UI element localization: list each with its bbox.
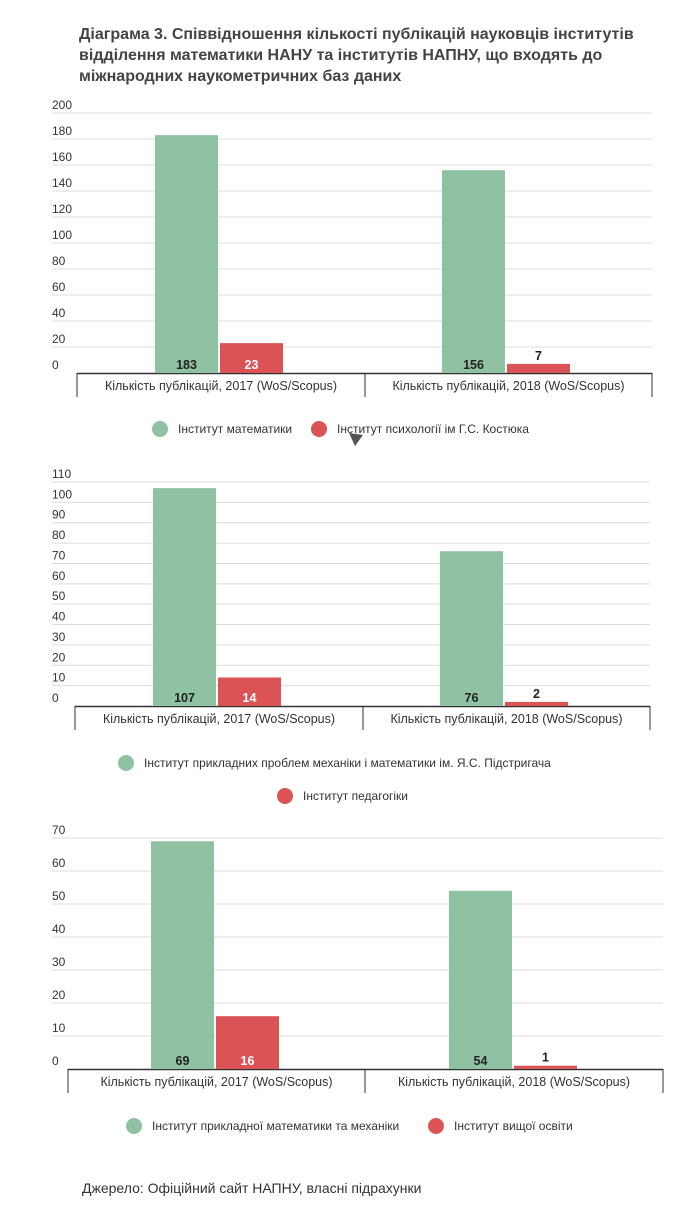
- y-tick-label: 30: [52, 955, 66, 969]
- data-label: 107: [174, 691, 195, 705]
- bar-chart-3: 0 10 20 30 40 50 60 70 Кількість публікацій, 201…: [52, 824, 664, 1093]
- source-note: Джерело: Офіційний сайт НАПНУ, власні пі…: [82, 1180, 422, 1196]
- legend-swatch-green: [152, 421, 168, 437]
- x-tick-label: Кількість публікацій, 2018 (WoS/Scopus): [392, 379, 624, 393]
- legend-label: Інститут прикладних проблем механіки і м…: [144, 756, 551, 770]
- bar: [449, 890, 512, 1069]
- legend-label: Інститут педагогіки: [303, 789, 408, 803]
- y-tick-label: 40: [52, 610, 66, 624]
- y-tick-label: 100: [52, 487, 72, 501]
- bar: [442, 170, 505, 373]
- y-tick-label: 0: [52, 1054, 59, 1068]
- legend-swatch-red: [311, 421, 327, 437]
- legend-label: Інститут прикладної математики та механі…: [152, 1119, 400, 1133]
- y-tick-label: 90: [52, 508, 66, 522]
- y-tick-label: 40: [52, 306, 66, 320]
- legend-item-green[interactable]: Інститут прикладної математики та механі…: [126, 1118, 399, 1134]
- y-tick-label: 60: [52, 856, 66, 870]
- x-tick-label: Кількість публікацій, 2018 (WoS/Scopus): [398, 1075, 630, 1089]
- x-tick-label: Кількість публікацій, 2017 (WoS/Scopus): [105, 379, 337, 393]
- bar: [220, 343, 283, 373]
- legend-label: Інститут вищої освіти: [454, 1119, 573, 1133]
- y-tick-label: 100: [52, 228, 72, 242]
- data-label: 1: [542, 1051, 549, 1065]
- y-tick-label: 110: [52, 467, 71, 481]
- y-tick-label: 80: [52, 528, 66, 542]
- bar: [155, 135, 218, 373]
- y-tick-label: 80: [52, 254, 66, 268]
- data-label: 54: [474, 1054, 488, 1068]
- legend-item-red[interactable]: Інститут педагогіки: [277, 788, 408, 804]
- y-tick-label: 30: [52, 630, 66, 644]
- bar: [151, 841, 214, 1069]
- y-tick-label: 140: [52, 176, 72, 190]
- data-label: 183: [176, 358, 197, 372]
- data-label: 156: [463, 358, 484, 372]
- x-tick-label: Кількість публікацій, 2017 (WoS/Scopus): [100, 1075, 332, 1089]
- y-tick-label: 200: [52, 100, 72, 112]
- y-tick-label: 0: [52, 691, 59, 705]
- y-tick-label: 40: [52, 922, 66, 936]
- data-label: 16: [241, 1054, 255, 1068]
- y-tick-label: 180: [52, 124, 72, 138]
- bar: [216, 1016, 279, 1069]
- legend-item-green[interactable]: Інститут математики: [152, 421, 292, 437]
- y-tick-label: 50: [52, 889, 66, 903]
- data-label: 23: [245, 358, 259, 372]
- bar: [514, 1065, 577, 1069]
- y-tick-label: 10: [52, 671, 66, 685]
- y-tick-label: 120: [52, 202, 72, 216]
- y-tick-label: 10: [52, 1021, 66, 1035]
- y-tick-label: 20: [52, 650, 66, 664]
- x-tick-label: Кількість публікацій, 2018 (WoS/Scopus): [390, 712, 622, 726]
- y-tick-label: 0: [52, 358, 59, 372]
- legend-item-green[interactable]: Інститут прикладних проблем механіки і м…: [118, 755, 551, 771]
- legend-item-red[interactable]: Інститут психології ім Г.С. Костюка: [311, 421, 529, 437]
- legend-swatch-red: [277, 788, 293, 804]
- legend-item-red[interactable]: Інститут вищої освіти: [428, 1118, 573, 1134]
- data-label: 2: [533, 687, 540, 701]
- y-tick-label: 60: [52, 280, 66, 294]
- data-label: 7: [535, 349, 542, 363]
- chart-title: Діаграма 3. Співвідношення кількості пуб…: [79, 26, 634, 85]
- legend-label: Інститут математики: [178, 422, 293, 436]
- bar: [440, 551, 503, 706]
- bar-chart-2: 0 10 20 30 40 50 60 70 80 90 100 110 Кількість публі…: [52, 467, 651, 730]
- legend-label: Інститут психології ім Г.С. Костюка: [337, 422, 529, 436]
- bar: [505, 701, 568, 706]
- bar: [153, 488, 216, 706]
- y-tick-label: 50: [52, 589, 66, 603]
- y-tick-label: 70: [52, 548, 66, 562]
- y-tick-label: 60: [52, 569, 66, 583]
- data-label: 14: [243, 691, 257, 705]
- data-label: 69: [176, 1054, 190, 1068]
- bar-chart-1: 0 20 40 60 80 100 120 140 160 180 200 Кількість пуб…: [52, 100, 653, 397]
- y-tick-label: 20: [52, 332, 66, 346]
- bar: [218, 677, 281, 706]
- bar: [507, 363, 570, 373]
- y-tick-label: 160: [52, 150, 72, 164]
- legend-swatch-green: [118, 755, 134, 771]
- y-tick-label: 20: [52, 988, 66, 1002]
- x-tick-label: Кількість публікацій, 2017 (WoS/Scopus): [103, 712, 335, 726]
- data-label: 76: [465, 691, 479, 705]
- legend-swatch-green: [126, 1118, 142, 1134]
- y-tick-label: 70: [52, 824, 66, 837]
- mouse-cursor-icon: [349, 433, 363, 446]
- legend-swatch-red: [428, 1118, 444, 1134]
